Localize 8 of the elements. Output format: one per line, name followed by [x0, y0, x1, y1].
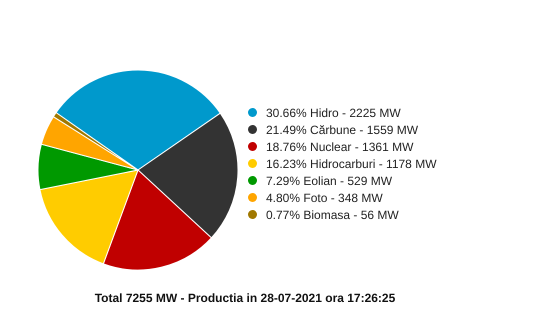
legend-label: 0.77% Biomasa - 56 MW	[266, 208, 399, 222]
legend-label: 7.29% Eolian - 529 MW	[266, 174, 392, 188]
legend-label: 16.23% Hidrocarburi - 1178 MW	[266, 156, 437, 170]
legend-label: 21.49% Cărbune - 1559 MW	[266, 122, 418, 136]
legend-label: 18.76% Nuclear - 1361 MW	[266, 140, 414, 154]
text: Total 7255 MW - Productia in 28-07-2021 ora 17:26:25	[94, 291, 396, 305]
legend-label: 30.66% Hidro - 2225 MW	[266, 106, 401, 120]
legend-label: 4.80% Foto - 348 MW	[266, 190, 383, 204]
